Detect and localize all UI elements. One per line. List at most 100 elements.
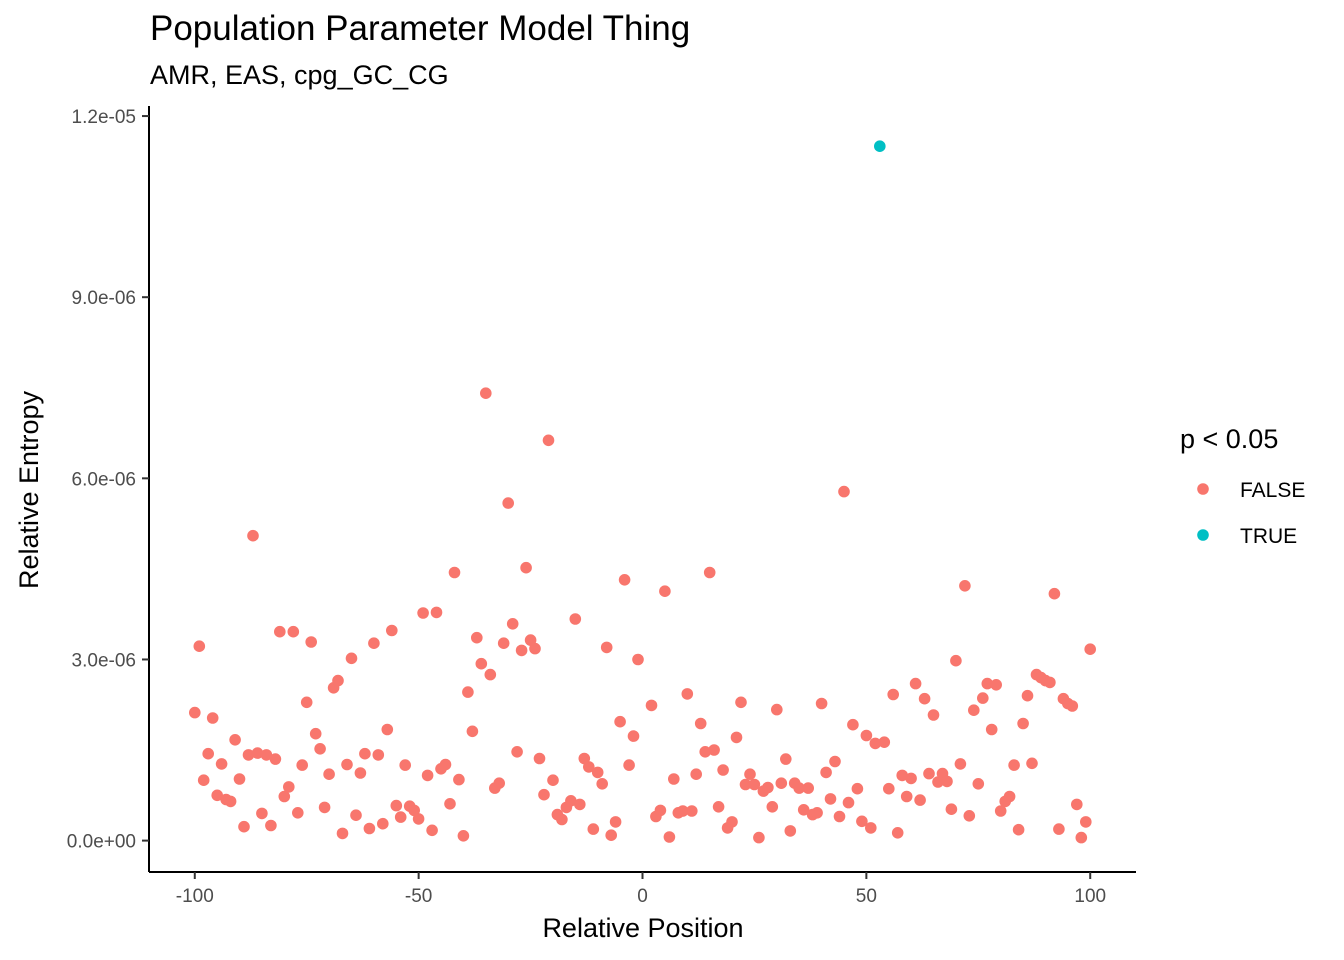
point-false-57	[444, 798, 456, 810]
y-tick-label: 6.0e-06	[72, 469, 136, 490]
point-false-194	[1071, 798, 1083, 811]
x-ticks: -100 -50 0 50 100	[176, 872, 1106, 907]
point-false-53	[426, 824, 438, 837]
point-false-62	[466, 725, 479, 738]
point-false-86	[574, 798, 586, 811]
point-false-4	[206, 712, 219, 724]
point-false-145	[847, 718, 859, 731]
point-false-171	[968, 704, 980, 716]
point-false-181	[1012, 823, 1025, 836]
point-false-153	[887, 688, 899, 701]
point-false-11	[238, 820, 250, 833]
point-false-146	[851, 782, 864, 795]
legend-title: p < 0.05	[1180, 424, 1278, 454]
point-false-174	[981, 677, 994, 690]
point-false-88	[583, 761, 595, 773]
point-false-66	[484, 668, 497, 681]
point-false-168	[954, 758, 967, 770]
point-false-133	[793, 782, 805, 794]
point-false-71	[506, 618, 519, 630]
point-false-111	[694, 717, 707, 730]
point-false-140	[824, 793, 837, 805]
point-false-79	[542, 434, 555, 447]
point-false-90	[591, 766, 604, 779]
point-false-144	[842, 796, 855, 809]
point-false-5	[211, 789, 223, 802]
point-false-42	[377, 817, 389, 830]
point-false-45	[390, 799, 403, 812]
point-false-22	[287, 625, 300, 638]
point-false-154	[891, 827, 904, 839]
legend-label-true: TRUE	[1240, 525, 1297, 548]
point-false-161	[923, 767, 935, 780]
point-false-183	[1021, 689, 1034, 702]
point-false-80	[547, 774, 559, 786]
point-false-105	[668, 773, 680, 785]
point-false-14	[251, 747, 264, 759]
point-false-130	[780, 753, 792, 765]
point-false-123	[748, 778, 761, 791]
x-tick-label: 100	[1074, 886, 1106, 907]
point-false-190	[1053, 823, 1065, 835]
point-false-92	[600, 641, 613, 654]
point-false-20	[278, 790, 291, 803]
point-false-93	[605, 829, 617, 841]
point-false-149	[865, 822, 877, 834]
point-false-2	[197, 774, 210, 786]
legend-swatch-true	[1197, 529, 1209, 541]
point-false-59	[453, 773, 465, 786]
point-false-129	[775, 777, 788, 789]
point-false-64	[475, 657, 488, 670]
point-false-51	[417, 607, 429, 619]
point-false-26	[305, 636, 318, 648]
point-false-103	[659, 585, 671, 597]
point-false-23	[292, 807, 304, 819]
x-tick-label: 50	[856, 886, 877, 907]
point-false-143	[838, 485, 850, 498]
point-true-0	[874, 140, 886, 152]
point-false-39	[363, 822, 376, 835]
point-false-98	[627, 730, 640, 742]
point-false-29	[318, 801, 331, 814]
point-false-34	[341, 758, 353, 771]
point-false-94	[609, 816, 622, 828]
point-false-27	[309, 727, 322, 740]
point-false-152	[883, 782, 895, 795]
point-false-131	[784, 825, 797, 837]
point-false-91	[596, 778, 608, 790]
point-false-135	[802, 782, 814, 794]
point-false-155	[896, 769, 908, 782]
point-false-148	[860, 729, 873, 742]
point-false-35	[345, 652, 358, 665]
point-false-189	[1048, 587, 1061, 600]
point-false-60	[457, 830, 470, 842]
point-false-138	[815, 697, 828, 710]
point-false-179	[1003, 790, 1016, 803]
point-false-109	[686, 805, 698, 817]
point-false-68	[493, 777, 506, 789]
point-false-44	[386, 624, 398, 637]
point-false-116	[717, 764, 729, 776]
point-false-175	[985, 723, 998, 736]
point-false-21	[283, 781, 295, 793]
point-false-82	[556, 813, 568, 826]
point-false-147	[856, 815, 868, 828]
point-false-36	[350, 809, 362, 821]
point-false-177	[994, 805, 1007, 817]
point-false-113	[703, 566, 716, 579]
legend: p < 0.05 FALSE TRUE	[1180, 424, 1305, 548]
point-false-74	[520, 561, 532, 574]
point-false-77	[533, 752, 546, 765]
y-tick-label: 1.2e-05	[72, 107, 136, 128]
point-false-162	[927, 709, 940, 721]
x-axis-title: Relative Position	[542, 913, 743, 943]
point-false-128	[771, 703, 783, 716]
x-tick-label: -100	[176, 886, 214, 907]
point-false-16	[260, 749, 273, 761]
point-false-122	[744, 768, 756, 780]
point-false-157	[905, 772, 917, 785]
point-false-139	[820, 766, 832, 779]
points-layer	[189, 140, 1096, 844]
point-false-127	[766, 801, 779, 813]
